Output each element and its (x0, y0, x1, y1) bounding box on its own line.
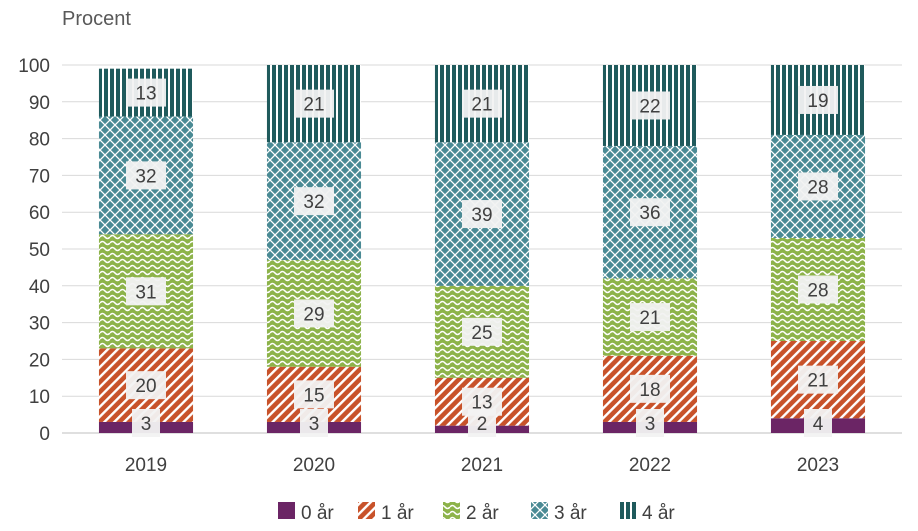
data-label-background (132, 409, 160, 437)
data-label: 36 (639, 203, 660, 224)
data-label: 20 (135, 376, 156, 397)
x-tick-label: 2022 (629, 455, 671, 476)
data-label: 13 (471, 393, 492, 414)
data-label: 3 (309, 414, 320, 435)
data-label-background (636, 409, 664, 437)
y-tick-label: 0 (39, 424, 50, 445)
legend-swatch (443, 502, 460, 519)
data-label: 18 (639, 380, 660, 401)
data-label: 21 (471, 95, 492, 116)
data-label-background (630, 303, 670, 332)
y-tick-label: 90 (29, 93, 50, 114)
data-label-background (294, 89, 334, 118)
data-label-background (126, 371, 166, 400)
legend-label: 2 år (466, 503, 499, 524)
data-label-background (462, 317, 502, 346)
data-label-background (630, 198, 670, 227)
x-tick-label: 2023 (797, 455, 839, 476)
legend-swatch (358, 502, 375, 519)
y-tick-label: 10 (29, 387, 50, 408)
data-label-background (462, 200, 502, 229)
y-tick-label: 30 (29, 314, 50, 335)
data-label-background (798, 275, 838, 304)
x-tick-label: 2020 (293, 455, 335, 476)
y-tick-label: 50 (29, 240, 50, 261)
data-label-background (294, 380, 334, 409)
data-label: 21 (639, 308, 660, 329)
data-label: 22 (639, 96, 660, 117)
legend-label: 1 år (381, 503, 414, 524)
data-label-background (300, 409, 328, 437)
data-label: 4 (813, 414, 824, 435)
data-label: 28 (807, 177, 828, 198)
legend-swatch (619, 502, 636, 519)
data-label: 3 (141, 414, 152, 435)
data-label: 29 (303, 304, 324, 325)
data-label-background (798, 172, 838, 201)
data-label: 39 (471, 205, 492, 226)
legend-swatch (278, 502, 295, 519)
x-axis: 2019 2020 2021 2022 2023 (125, 455, 839, 476)
legend-label: 3 år (554, 503, 587, 524)
data-label: 21 (303, 95, 324, 116)
data-label: 15 (303, 385, 324, 406)
y-tick-label: 40 (29, 277, 50, 298)
data-label: 3 (645, 414, 656, 435)
data-label: 25 (471, 323, 492, 344)
data-label: 2 (477, 414, 488, 435)
y-axis-unit-label: Procent (62, 8, 131, 30)
y-axis: 0 10 20 30 40 50 60 70 80 90 100 (18, 56, 50, 445)
data-label-background (630, 374, 670, 403)
y-tick-label: 60 (29, 203, 50, 224)
data-label-background (462, 89, 502, 118)
data-label-background (126, 78, 166, 107)
data-label-background (126, 277, 166, 306)
y-tick-label: 80 (29, 130, 50, 151)
legend-swatch (531, 502, 548, 519)
data-label: 19 (807, 91, 828, 112)
data-label-background (798, 365, 838, 394)
data-label-background (294, 187, 334, 216)
data-label: 32 (303, 192, 324, 213)
legend: 0 år 1 år 2 år 3 år 4 år (278, 502, 675, 524)
data-label: 32 (135, 166, 156, 187)
data-label-background (630, 91, 670, 120)
data-label: 28 (807, 280, 828, 301)
legend-label: 4 år (642, 503, 675, 524)
data-label: 13 (135, 84, 156, 105)
y-tick-label: 100 (18, 56, 50, 77)
x-tick-label: 2019 (125, 455, 167, 476)
data-label-background (462, 387, 502, 416)
data-label-background (126, 161, 166, 190)
bars: 3203132133152932212132539213182136224212… (98, 65, 866, 437)
data-label: 21 (807, 371, 828, 392)
data-label-background (294, 299, 334, 328)
x-tick-label: 2021 (461, 455, 503, 476)
data-label-background (804, 409, 832, 437)
data-label-background (798, 85, 838, 114)
data-label: 31 (135, 282, 156, 303)
y-tick-label: 70 (29, 166, 50, 187)
legend-label: 0 år (301, 503, 334, 524)
y-tick-label: 20 (29, 350, 50, 371)
